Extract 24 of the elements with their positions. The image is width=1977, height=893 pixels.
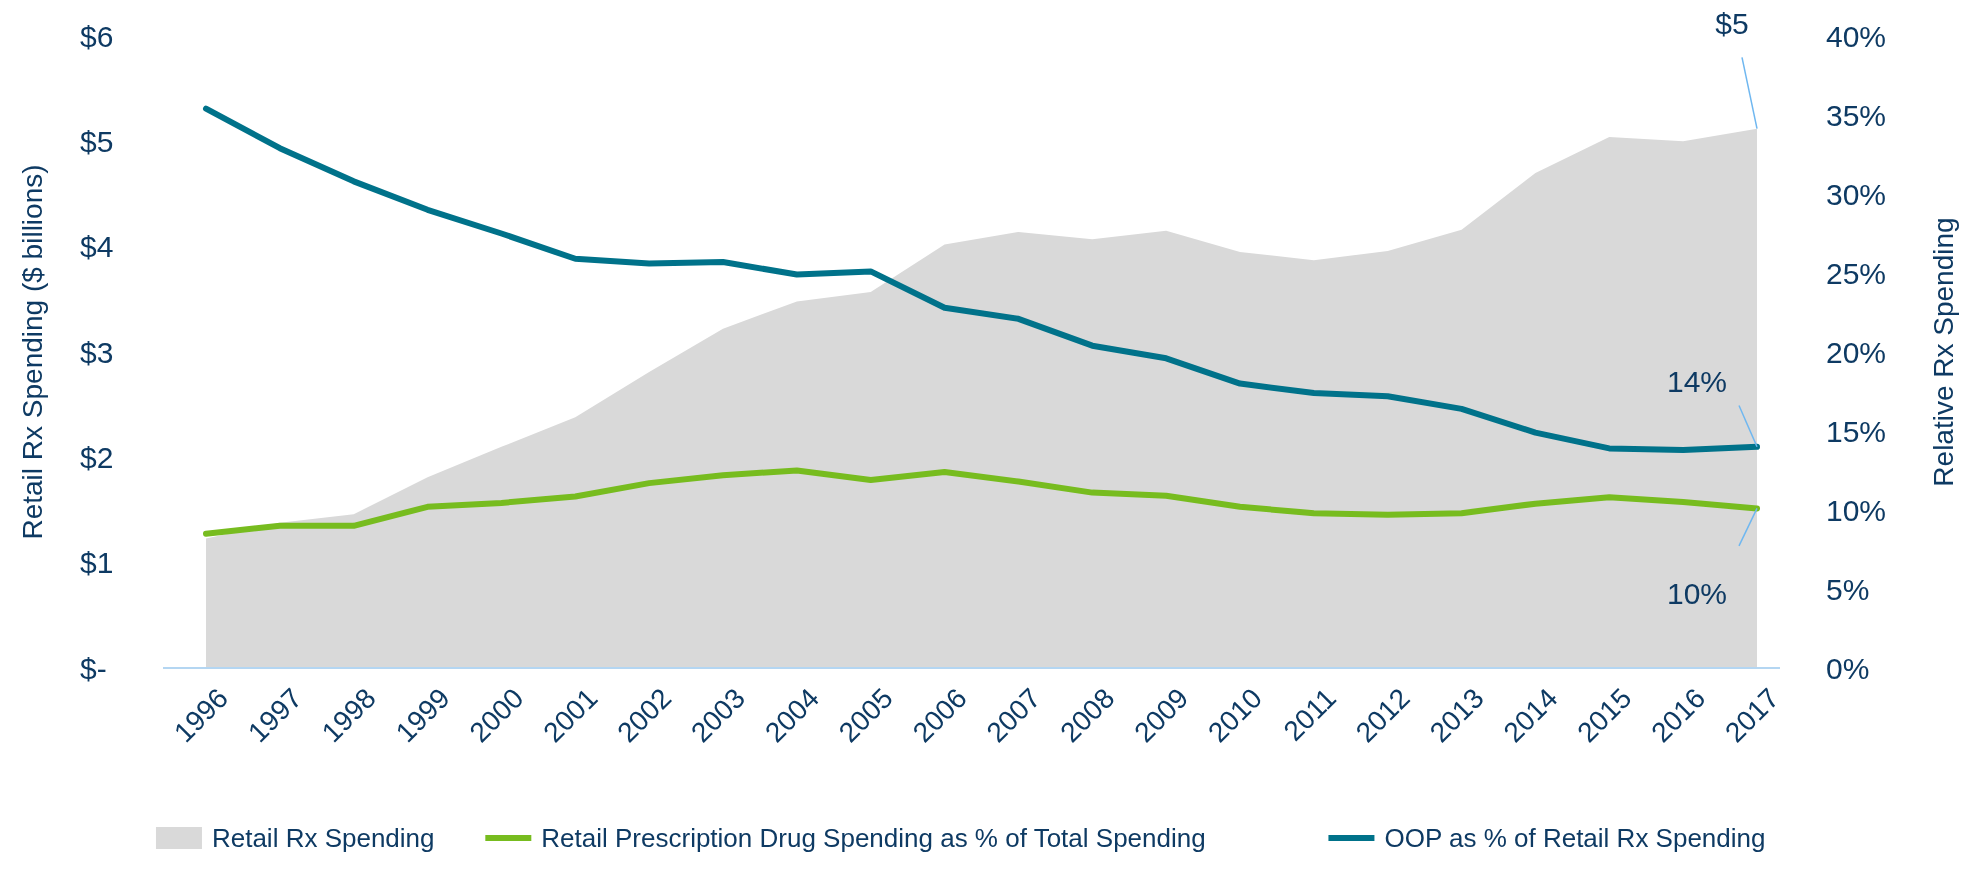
y-tick-label: $1 bbox=[80, 546, 114, 580]
legend-label: Retail Prescription Drug Spending as % of Total Spending bbox=[541, 823, 1206, 854]
y2-axis-title: Relative Rx Spending bbox=[1928, 217, 1959, 487]
y-tick-label: $- bbox=[80, 651, 107, 685]
y-tick-label: $2 bbox=[80, 440, 114, 474]
y-axis-title: Retail Rx Spending ($ billions) bbox=[17, 164, 48, 540]
y2-tick-label: 10% bbox=[1826, 493, 1887, 527]
y2-tick-label: 15% bbox=[1826, 414, 1887, 448]
y2-tick-label: 0% bbox=[1826, 651, 1870, 685]
y2-tick-label: 20% bbox=[1826, 335, 1887, 369]
data-label: 14% bbox=[1666, 364, 1727, 398]
y2-tick-label: 30% bbox=[1826, 177, 1887, 211]
data-label: $5 bbox=[1715, 6, 1749, 40]
y2-tick-label: 40% bbox=[1826, 19, 1887, 53]
data-label: 10% bbox=[1666, 577, 1727, 611]
y2-tick-label: 25% bbox=[1826, 256, 1887, 290]
legend-label: OOP as % of Retail Rx Spending bbox=[1384, 823, 1766, 854]
legend-label: Retail Rx Spending bbox=[211, 823, 435, 854]
y2-tick-label: 5% bbox=[1826, 572, 1870, 606]
y-tick-label: $6 bbox=[80, 19, 114, 53]
y-tick-label: $5 bbox=[80, 124, 114, 158]
y-tick-label: $3 bbox=[80, 335, 114, 369]
y2-tick-label: 35% bbox=[1826, 98, 1887, 132]
y-tick-label: $4 bbox=[80, 230, 114, 264]
